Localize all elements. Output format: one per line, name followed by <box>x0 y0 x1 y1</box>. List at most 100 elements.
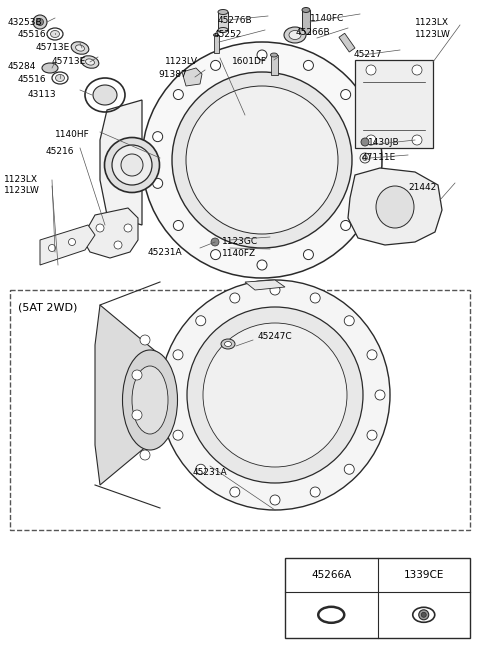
Polygon shape <box>82 208 138 258</box>
Ellipse shape <box>75 45 84 51</box>
Text: 91387: 91387 <box>158 70 187 79</box>
Circle shape <box>366 65 376 75</box>
Ellipse shape <box>318 607 344 623</box>
Circle shape <box>366 135 376 145</box>
Ellipse shape <box>50 30 60 38</box>
Circle shape <box>153 131 163 142</box>
Circle shape <box>196 465 206 474</box>
Polygon shape <box>100 100 142 225</box>
Text: 45217: 45217 <box>354 50 383 59</box>
FancyBboxPatch shape <box>10 290 470 530</box>
Bar <box>218 12 228 30</box>
Text: 45231A: 45231A <box>148 248 182 257</box>
Ellipse shape <box>56 74 64 82</box>
Ellipse shape <box>122 350 178 450</box>
Text: 1123LX: 1123LX <box>4 175 38 184</box>
Ellipse shape <box>271 53 277 57</box>
Circle shape <box>33 15 47 29</box>
Circle shape <box>114 241 122 249</box>
Ellipse shape <box>221 339 235 349</box>
Ellipse shape <box>85 59 95 65</box>
Ellipse shape <box>214 34 218 36</box>
Text: 1339CE: 1339CE <box>404 570 444 580</box>
Circle shape <box>303 250 313 259</box>
Circle shape <box>412 65 422 75</box>
Polygon shape <box>348 168 442 245</box>
Text: 1140FZ: 1140FZ <box>222 249 256 258</box>
Text: 1123LX: 1123LX <box>415 18 449 27</box>
Circle shape <box>419 610 429 620</box>
Ellipse shape <box>112 145 152 185</box>
Circle shape <box>310 487 320 497</box>
Text: 21442: 21442 <box>408 183 436 192</box>
Polygon shape <box>182 68 202 86</box>
Text: 45516: 45516 <box>18 75 47 84</box>
Text: 1123GC: 1123GC <box>222 237 258 246</box>
Circle shape <box>196 316 206 325</box>
Ellipse shape <box>71 42 89 54</box>
Circle shape <box>257 260 267 270</box>
Text: 45231A: 45231A <box>192 468 228 477</box>
Polygon shape <box>95 305 160 485</box>
Text: 45713E: 45713E <box>52 57 86 66</box>
FancyBboxPatch shape <box>355 60 433 148</box>
Ellipse shape <box>218 10 228 14</box>
Circle shape <box>48 245 56 252</box>
Text: 1123LW: 1123LW <box>4 186 40 195</box>
Circle shape <box>361 138 369 146</box>
Ellipse shape <box>187 307 363 483</box>
Ellipse shape <box>225 342 231 347</box>
Text: 45252: 45252 <box>214 30 242 39</box>
Circle shape <box>153 179 163 188</box>
Circle shape <box>412 135 422 145</box>
Text: 43253B: 43253B <box>8 18 43 27</box>
Text: 1601DF: 1601DF <box>232 57 267 66</box>
Ellipse shape <box>284 27 306 43</box>
Circle shape <box>361 131 372 142</box>
Ellipse shape <box>132 366 168 434</box>
Text: 1430JB: 1430JB <box>368 138 400 147</box>
Circle shape <box>96 224 104 232</box>
Ellipse shape <box>376 186 414 228</box>
Text: (5AT 2WD): (5AT 2WD) <box>18 303 77 313</box>
Text: 45713E: 45713E <box>36 43 70 52</box>
Text: 45266A: 45266A <box>311 570 351 580</box>
Circle shape <box>132 410 142 420</box>
Circle shape <box>36 19 44 25</box>
Circle shape <box>344 465 354 474</box>
Circle shape <box>211 60 221 71</box>
Text: 45516: 45516 <box>18 30 47 39</box>
Polygon shape <box>245 280 285 290</box>
Text: 1123LW: 1123LW <box>415 30 451 39</box>
Circle shape <box>375 390 385 400</box>
Circle shape <box>211 238 219 246</box>
Text: 45216: 45216 <box>46 147 74 156</box>
Text: 45247C: 45247C <box>258 332 293 341</box>
Circle shape <box>303 60 313 71</box>
Circle shape <box>270 495 280 505</box>
Circle shape <box>124 224 132 232</box>
Ellipse shape <box>121 154 143 176</box>
Ellipse shape <box>289 30 301 39</box>
Circle shape <box>69 239 75 245</box>
Bar <box>285 558 470 638</box>
Circle shape <box>361 179 372 188</box>
Text: 45276B: 45276B <box>218 16 252 25</box>
Ellipse shape <box>218 28 228 32</box>
Text: 1123LV: 1123LV <box>165 57 198 66</box>
Circle shape <box>173 89 183 100</box>
Circle shape <box>230 487 240 497</box>
Circle shape <box>132 370 142 380</box>
Ellipse shape <box>142 42 382 278</box>
Circle shape <box>230 293 240 303</box>
Circle shape <box>140 450 150 460</box>
Circle shape <box>173 221 183 230</box>
Bar <box>214 35 219 53</box>
Circle shape <box>211 250 221 259</box>
Circle shape <box>341 221 351 230</box>
Ellipse shape <box>302 8 310 12</box>
Circle shape <box>341 89 351 100</box>
Ellipse shape <box>172 72 352 248</box>
Circle shape <box>270 285 280 295</box>
Circle shape <box>165 390 175 400</box>
